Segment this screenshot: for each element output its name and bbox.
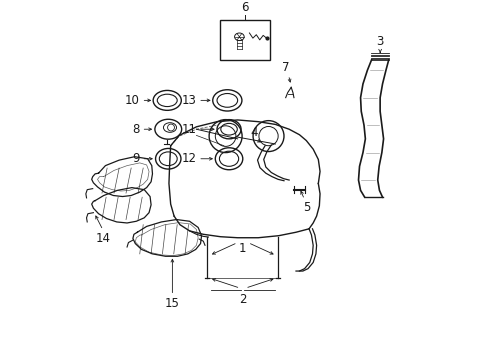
Text: 7: 7 — [282, 60, 289, 73]
Text: 13: 13 — [181, 94, 196, 107]
Text: 9: 9 — [132, 152, 140, 165]
Text: 5: 5 — [302, 201, 309, 213]
Text: 12: 12 — [181, 152, 196, 165]
Text: 8: 8 — [132, 123, 140, 136]
Text: 11: 11 — [181, 123, 196, 136]
Text: 1: 1 — [239, 242, 246, 255]
Text: 3: 3 — [376, 35, 383, 48]
Text: 14: 14 — [95, 232, 110, 245]
Text: 10: 10 — [124, 94, 140, 107]
Text: 6: 6 — [241, 1, 248, 14]
Text: 15: 15 — [164, 297, 180, 310]
Text: 2: 2 — [239, 293, 246, 306]
FancyBboxPatch shape — [220, 21, 270, 60]
Text: 4: 4 — [250, 126, 257, 139]
